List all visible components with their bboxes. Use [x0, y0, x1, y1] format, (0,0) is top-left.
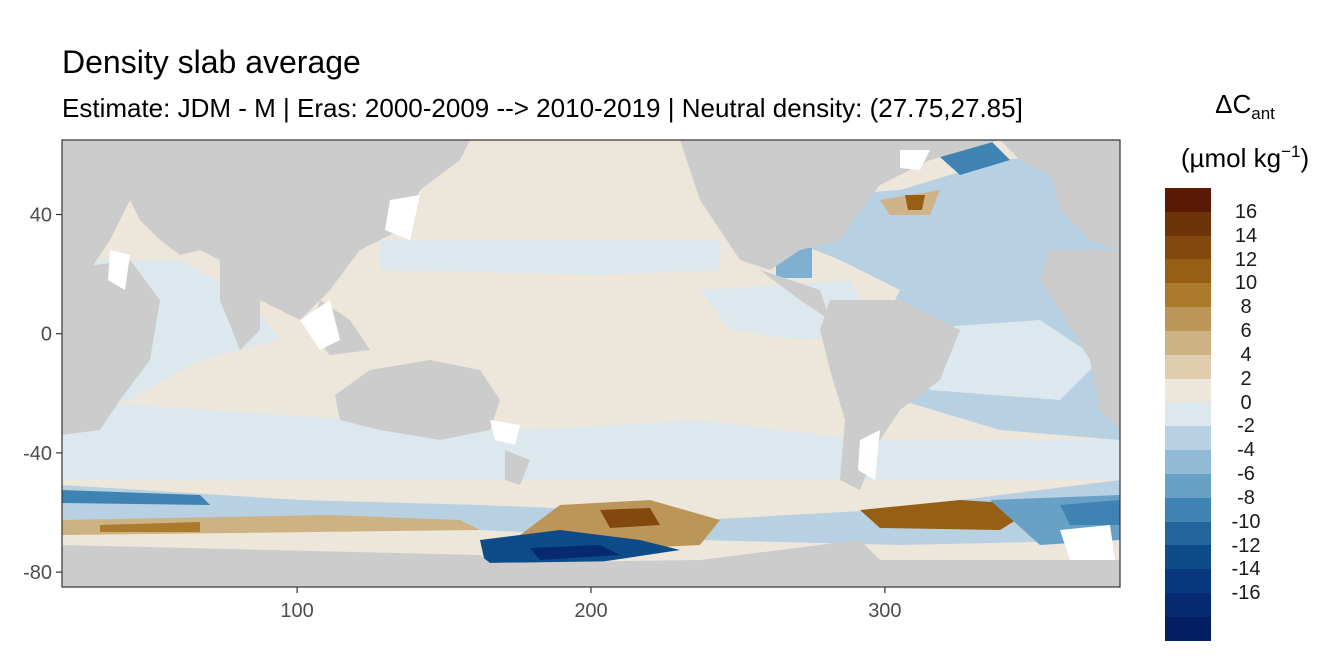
legend-label: -16: [1231, 582, 1261, 605]
southern-ocean-dark: [62, 490, 210, 505]
north-pacific-band: [380, 240, 720, 275]
legend-subscript: ant: [1251, 104, 1275, 123]
legend-label: 10: [1234, 272, 1258, 295]
missing-data-patches: [108, 150, 1115, 560]
legend-label: 16: [1234, 200, 1258, 223]
ross-deepest-blue: [530, 545, 620, 560]
y-axis: 40 0 -40 -80: [23, 205, 62, 584]
legend-symbol: ΔC: [1215, 89, 1252, 119]
legend-color-step: [1165, 330, 1211, 355]
legend-colorbar: [1165, 188, 1211, 641]
y-tick-label: 40: [30, 205, 52, 227]
legend-color-step: [1165, 521, 1211, 546]
legend-color-step: [1165, 235, 1211, 260]
weddell-dark-blue: [1060, 500, 1120, 525]
legend-label: 12: [1234, 248, 1258, 271]
x-tick-label: 200: [574, 600, 607, 622]
legend-color-step: [1165, 569, 1211, 594]
legend-label: 0: [1240, 391, 1252, 414]
chart-subtitle: Estimate: JDM - M | Eras: 2000-2009 --> …: [62, 93, 1023, 123]
legend-color-step: [1165, 473, 1211, 498]
legend-label: -10: [1231, 510, 1261, 533]
legend-color-step: [1165, 378, 1211, 403]
y-tick-label: 0: [41, 324, 52, 346]
legend-color-step: [1165, 450, 1211, 474]
legend-color-step: [1165, 402, 1211, 427]
map-layers: [62, 140, 1120, 587]
legend-label: 4: [1240, 343, 1252, 366]
legend-color-step: [1165, 545, 1211, 570]
legend-color-step: [1165, 497, 1211, 522]
legend-color-step: [1165, 211, 1211, 236]
chart-title: Density slab average: [62, 44, 361, 80]
legend-label: -4: [1237, 439, 1255, 462]
x-tick-label: 300: [868, 600, 901, 622]
legend-unit: (µmol kg−1): [1160, 134, 1330, 176]
legend-title: ΔCant: [1160, 86, 1330, 132]
legend-label: 14: [1234, 224, 1258, 247]
legend-label: -12: [1231, 534, 1261, 557]
legend-label: -14: [1231, 558, 1261, 581]
ross-sea-core: [600, 508, 660, 528]
gulf-stream-core: [905, 195, 925, 210]
legend-label: -6: [1237, 463, 1255, 486]
legend-label: 8: [1240, 296, 1252, 319]
legend-unit-open: (µmol kg: [1180, 143, 1282, 173]
legend-color-step: [1165, 426, 1211, 451]
legend-color-step: [1165, 616, 1211, 641]
legend-color-step: [1165, 593, 1211, 617]
legend-label: 6: [1240, 320, 1252, 343]
y-tick-label: -80: [23, 562, 52, 584]
y-tick-label: -40: [23, 443, 52, 465]
legend-unit-sup: −1: [1281, 142, 1301, 161]
legend-color-step: [1165, 307, 1211, 331]
legend-color-step: [1165, 259, 1211, 284]
x-axis: 100 200 300: [280, 587, 902, 622]
legend-color-step: [1165, 283, 1211, 308]
legend-color-step: [1165, 188, 1211, 212]
legend-label: 2: [1240, 367, 1252, 390]
legend-color-step: [1165, 354, 1211, 379]
southern-ocean-brown-core: [100, 522, 200, 532]
x-tick-label: 100: [280, 600, 313, 622]
land: [62, 140, 1120, 587]
legend-label: -8: [1237, 486, 1255, 509]
legend-unit-close: ): [1300, 143, 1310, 173]
legend-label: -2: [1237, 415, 1255, 438]
weddell-brown: [860, 500, 1040, 530]
